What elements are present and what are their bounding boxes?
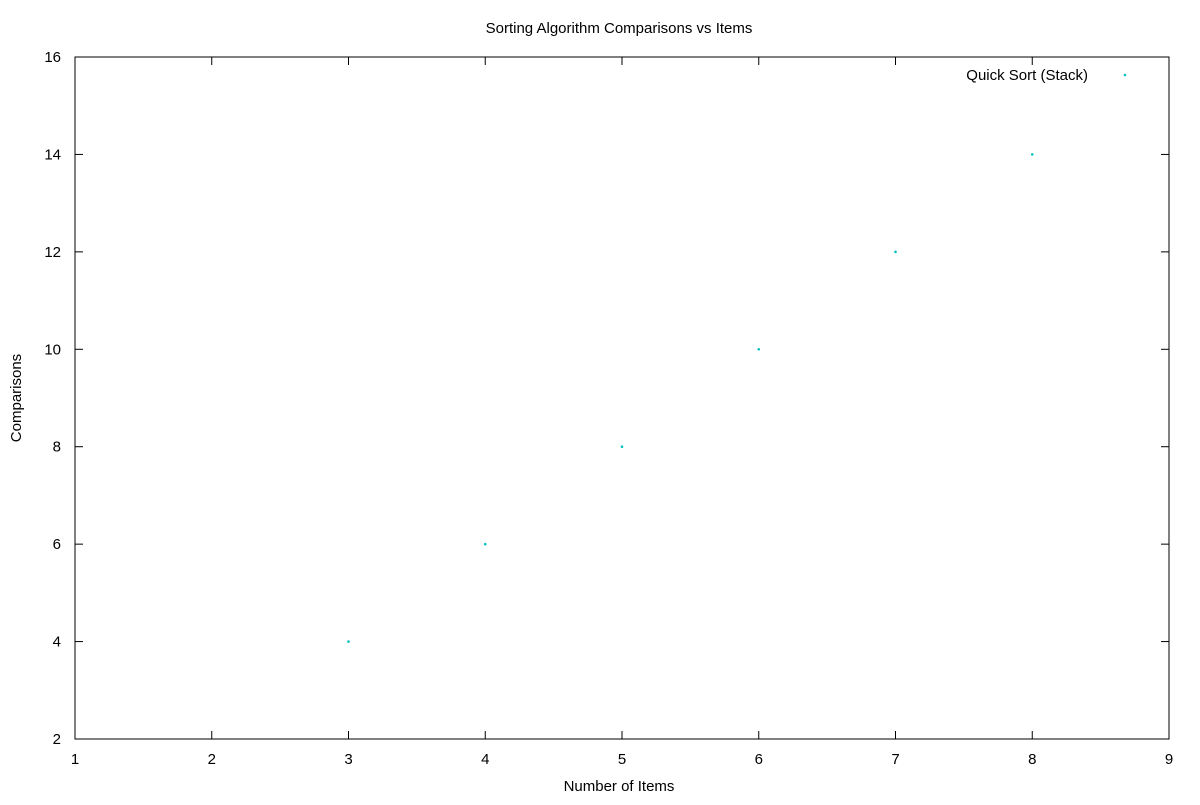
x-tick-label: 8: [1028, 751, 1036, 768]
data-point: [894, 250, 897, 254]
y-tick-label: 14: [44, 146, 61, 163]
data-point: [757, 347, 761, 351]
data-point: [347, 640, 350, 643]
x-tick-label: 9: [1165, 751, 1173, 768]
x-tick-label: 6: [755, 751, 763, 768]
y-axis-label: Comparisons: [8, 354, 25, 442]
y-tick-label: 16: [44, 49, 61, 66]
y-tick-label: 10: [44, 341, 61, 358]
x-axis: 1 2 3 4 5 6 7 8 9: [71, 57, 1173, 768]
data-point: [483, 542, 487, 546]
x-tick-label: 5: [618, 751, 626, 768]
x-axis-label: Number of Items: [564, 778, 675, 795]
y-tick-label: 4: [53, 634, 61, 651]
x-tick-label: 2: [208, 751, 216, 768]
legend-marker: [1123, 73, 1127, 77]
legend: Quick Sort (Stack): [966, 67, 1127, 84]
data-point: [620, 445, 624, 449]
plot-area-frame: [74, 56, 1170, 740]
data-point: [1030, 153, 1034, 156]
data-points: [347, 153, 1034, 643]
x-tick-label: 3: [344, 751, 352, 768]
y-tick-label: 8: [53, 439, 61, 456]
y-tick-label: 6: [53, 536, 61, 553]
legend-label: Quick Sort (Stack): [966, 67, 1088, 84]
y-tick-label: 2: [53, 731, 61, 748]
chart-title: Sorting Algorithm Comparisons vs Items: [486, 20, 753, 37]
y-tick-label: 12: [44, 244, 61, 261]
x-tick-label: 1: [71, 751, 79, 768]
x-tick-label: 7: [891, 751, 899, 768]
x-tick-label: 4: [481, 751, 489, 768]
y-axis: 2 4 6 8 10 12 14 16: [44, 49, 1169, 748]
